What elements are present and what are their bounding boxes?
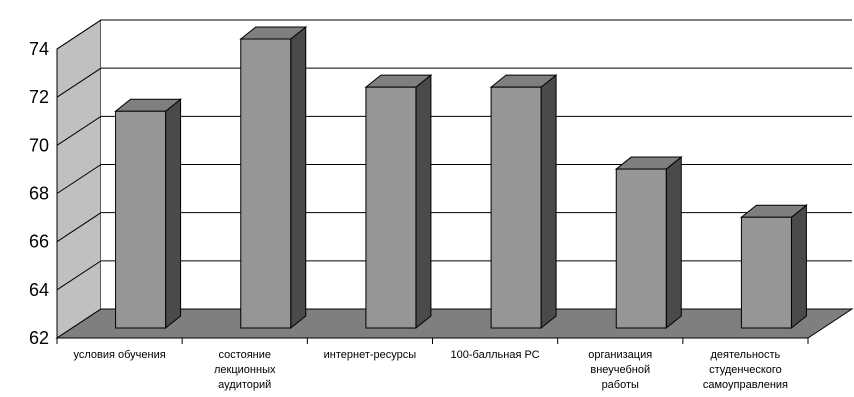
bar-front: [115, 110, 167, 329]
bar-front: [615, 168, 667, 329]
x-category-label: интернет-ресурсы: [324, 349, 417, 361]
y-tick-label: 64: [29, 280, 49, 300]
y-tick-label: 68: [29, 184, 49, 204]
y-tick-labels: 62 64 66 68 70 72 74: [29, 39, 49, 348]
x-category-label-line: работы: [602, 379, 639, 391]
bar-side: [165, 98, 182, 330]
axes: [56, 337, 809, 344]
bar-side: [540, 74, 557, 330]
y-tick-label: 70: [29, 135, 49, 155]
x-category-label: состояние лекционных аудиторий: [214, 349, 276, 391]
gridline: [56, 164, 852, 194]
x-category-label-line: студенческого: [709, 364, 782, 376]
bar-front: [740, 216, 792, 329]
x-category-label-line: самоуправления: [703, 379, 788, 391]
y-tick-label: 62: [29, 328, 49, 348]
bar-side: [290, 25, 307, 330]
bar-front: [490, 86, 542, 329]
bar-side: [415, 74, 432, 330]
y-tick-label: 72: [29, 87, 49, 107]
x-category-label-line: аудиторий: [218, 379, 271, 391]
bar: [364, 74, 433, 330]
y-tick-label: 74: [29, 39, 49, 59]
bars: [114, 25, 808, 330]
bar: [114, 98, 183, 330]
x-category-label: организация внеучебной работы: [588, 349, 652, 391]
bar: [614, 156, 683, 330]
x-category-label: 100-балльная РС: [451, 349, 540, 361]
x-category-labels: условия обучения состояние лекционных аудит…: [73, 349, 788, 391]
x-category-label-line: внеучебной: [590, 364, 650, 376]
gridline: [56, 19, 852, 50]
x-category-label-line: состояние: [218, 349, 271, 361]
x-category-label: условия обучения: [73, 349, 165, 361]
gridline: [56, 67, 852, 98]
x-category-label-line: условия обучения: [73, 349, 165, 361]
bar-front: [365, 86, 417, 329]
bar: [239, 25, 308, 330]
x-category-label-line: 100-балльная РС: [451, 349, 540, 361]
gridline: [56, 260, 852, 291]
y-tick-label: 66: [29, 232, 49, 252]
x-category-label: деятельность студенческого самоуправления: [703, 349, 788, 391]
gridline: [56, 115, 852, 146]
x-category-label-line: лекционных: [214, 364, 276, 376]
bar-side: [665, 156, 682, 330]
bar-front: [240, 38, 292, 329]
x-category-label-line: интернет-ресурсы: [324, 349, 417, 361]
bar-side: [790, 204, 807, 330]
gridline: [56, 212, 852, 243]
x-category-label-line: организация: [588, 349, 652, 361]
bar: [739, 204, 808, 330]
bar: [489, 74, 558, 330]
x-category-label-line: деятельность: [711, 349, 781, 361]
